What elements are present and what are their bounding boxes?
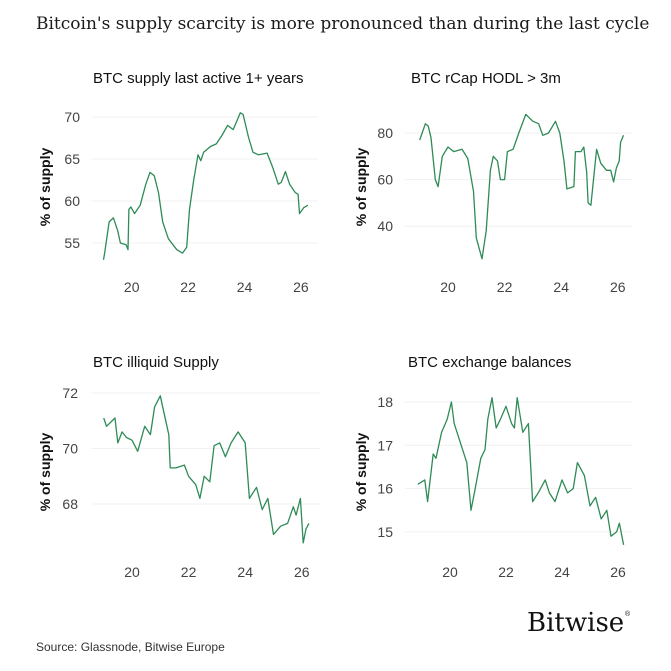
panel-title: BTC illiquid Supply (93, 354, 219, 371)
y-tick-label: 70 (62, 441, 78, 457)
x-tick-label: 20 (124, 279, 140, 295)
y-tick-label: 60 (377, 172, 393, 188)
y-axis-label: % of supply (37, 148, 53, 227)
y-tick-label: 15 (377, 524, 393, 540)
panel-title: BTC rCap HODL > 3m (411, 70, 561, 87)
x-tick-label: 24 (554, 564, 570, 580)
series-line (103, 395, 310, 544)
y-tick-label: 55 (64, 235, 80, 251)
chart-panel-1: BTC supply last active 1+ years 55 60 65 70 2… (37, 70, 318, 295)
series-line (102, 112, 309, 260)
y-tick-label: 60 (64, 193, 80, 209)
y-tick-label: 18 (377, 394, 393, 410)
y-axis-label: % of supply (37, 433, 53, 512)
x-tick-label: 24 (237, 564, 253, 580)
x-tick-label: 26 (610, 564, 626, 580)
y-axis-label: % of supply (353, 148, 369, 227)
panel-title: BTC exchange balances (408, 354, 571, 371)
series-line (417, 397, 625, 546)
logo-text: Bitwise (527, 608, 624, 638)
y-tick-label: 68 (62, 496, 78, 512)
y-tick-label: 40 (377, 218, 393, 234)
chart-panel-3: BTC illiquid Supply 68 70 72 20 22 24 26 % of su… (37, 354, 320, 580)
x-tick-label: 24 (553, 279, 569, 295)
y-tick-label: 65 (64, 151, 80, 167)
chart-panel-4: BTC exchange balances 15 16 17 18 20 22 24 26 % o… (353, 354, 632, 580)
registered-mark-icon: ® (625, 610, 631, 618)
y-axis-label: % of supply (353, 433, 369, 512)
source-note: Source: Glassnode, Bitwise Europe (36, 640, 225, 654)
x-tick-label: 20 (124, 564, 140, 580)
panel-title: BTC supply last active 1+ years (93, 70, 304, 87)
bitwise-logo: Bitwise ® (527, 608, 631, 638)
x-tick-label: 26 (293, 279, 309, 295)
x-tick-label: 26 (294, 564, 310, 580)
x-tick-label: 26 (610, 279, 626, 295)
y-tick-label: 17 (377, 437, 393, 453)
x-tick-label: 20 (440, 279, 456, 295)
y-tick-label: 70 (64, 109, 80, 125)
y-tick-label: 72 (62, 385, 78, 401)
y-tick-label: 80 (377, 125, 393, 141)
series-line (419, 113, 625, 260)
x-tick-label: 22 (498, 564, 514, 580)
figure-title: Bitcoin's supply scarcity is more pronou… (36, 14, 649, 34)
x-tick-label: 22 (180, 279, 196, 295)
x-tick-label: 22 (181, 564, 197, 580)
x-tick-label: 24 (237, 279, 253, 295)
x-tick-label: 20 (442, 564, 458, 580)
chart-panel-2: BTC rCap HODL > 3m 40 60 80 20 22 24 26 % of sup… (353, 70, 632, 295)
y-tick-label: 16 (377, 481, 393, 497)
x-tick-label: 22 (497, 279, 513, 295)
